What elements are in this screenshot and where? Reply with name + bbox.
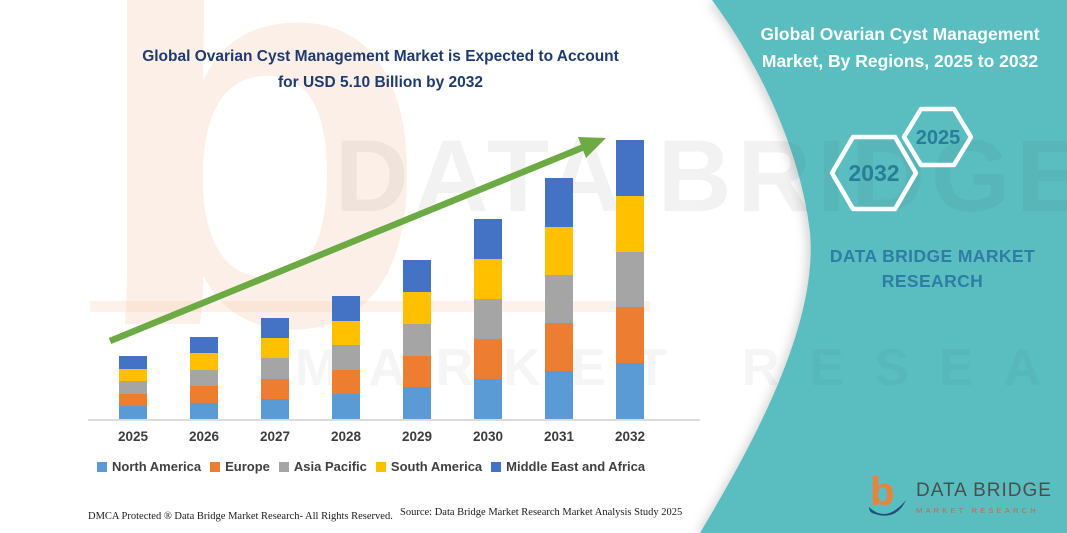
chart-title-line1: Global Ovarian Cyst Management Market is…: [142, 48, 619, 65]
x-tick-2026: 2026: [188, 429, 220, 444]
bar-segment-2031-north-america: [545, 370, 573, 419]
bar-segment-2026-europe: [190, 386, 218, 403]
bar-segment-2025-europe: [119, 393, 147, 407]
x-tick-2027: 2027: [259, 429, 291, 444]
source-note: Source: Data Bridge Market Research Mark…: [400, 507, 683, 518]
x-tick-2032: 2032: [614, 429, 646, 444]
panel-title-line2: Market, By Regions, 2025 to 2032: [761, 51, 1039, 71]
bar-segment-2028-europe: [332, 369, 360, 395]
legend-item-asia-pacific: Asia Pacific: [278, 459, 367, 474]
dmca-notice: DMCA Protected ® Data Bridge Market Rese…: [88, 511, 393, 522]
x-tick-2028: 2028: [330, 429, 362, 444]
bar-segment-2032-middle-east-and-africa: [616, 140, 644, 196]
legend-item-north-america: North America: [97, 459, 201, 474]
hexagon-2025-label: 2025: [916, 127, 961, 149]
bar-segment-2030-north-america: [474, 379, 502, 419]
data-bridge-logo: b DATA BRIDGE MARKET RESEARCH: [866, 467, 1056, 527]
bar-segment-2032-north-america: [616, 363, 644, 419]
panel-brand-text: DATA BRIDGE MARKET RESEARCH: [800, 244, 1065, 294]
bar-segment-2029-middle-east-and-africa: [403, 260, 431, 293]
bar-segment-2029-europe: [403, 355, 431, 388]
bar-segment-2030-middle-east-and-africa: [474, 219, 502, 260]
bar-segment-2032-south-america: [616, 195, 644, 252]
bar-segment-2029-north-america: [403, 387, 431, 419]
bar-segment-2027-north-america: [261, 398, 289, 419]
bar-2029: [403, 260, 431, 419]
bar-2032: [616, 140, 644, 419]
legend-label: South America: [390, 459, 483, 474]
legend-item-middle-east-and-africa: Middle East and Africa: [491, 459, 645, 474]
bar-segment-2032-asia-pacific: [616, 251, 644, 308]
forecast-hexagons: 2032 2025: [829, 106, 974, 212]
panel-title-line1: Global Ovarian Cyst Management: [760, 24, 1040, 44]
chart-title-line2: for USD 5.10 Billion by 2032: [277, 74, 483, 91]
legend-label: Europe: [225, 459, 270, 474]
bar-segment-2026-middle-east-and-africa: [190, 336, 218, 354]
chart-title: Global Ovarian Cyst Management Market is…: [108, 44, 653, 96]
bar-segment-2032-europe: [616, 307, 644, 364]
x-tick-2029: 2029: [401, 429, 433, 444]
bar-2026: [190, 336, 218, 419]
bar-2030: [474, 219, 502, 419]
legend-swatch: [278, 461, 289, 472]
bar-segment-2027-middle-east-and-africa: [261, 317, 289, 339]
hexagon-2032-label: 2032: [848, 160, 899, 186]
bar-segment-2026-asia-pacific: [190, 369, 218, 387]
bar-segment-2030-south-america: [474, 259, 502, 300]
legend-label: Asia Pacific: [293, 459, 367, 474]
bar-segment-2029-south-america: [403, 292, 431, 324]
bar-segment-2026-north-america: [190, 402, 218, 419]
bar-2025: [119, 356, 147, 419]
svg-text:b: b: [870, 472, 894, 514]
bar-segment-2028-asia-pacific: [332, 345, 360, 370]
bar-segment-2025-south-america: [119, 368, 147, 382]
bar-segment-2031-south-america: [545, 226, 573, 275]
legend-swatch: [210, 461, 221, 472]
legend-swatch: [375, 461, 386, 472]
data-bridge-logo-icon: b: [869, 472, 906, 516]
legend-item-europe: Europe: [210, 459, 270, 474]
panel-title: Global Ovarian Cyst Management Market, B…: [740, 21, 1060, 75]
bar-segment-2028-north-america: [332, 394, 360, 419]
chart-legend: North America Europe Asia Pacific South Ame…: [97, 459, 682, 474]
bar-segment-2031-middle-east-and-africa: [545, 178, 573, 227]
legend-swatch: [97, 461, 107, 472]
legend-label: Middle East and Africa: [506, 459, 646, 474]
bar-segment-2031-asia-pacific: [545, 274, 573, 323]
bar-segment-2027-asia-pacific: [261, 358, 289, 379]
logo-divider: [916, 502, 1052, 504]
bar-segment-2030-asia-pacific: [474, 299, 502, 340]
bar-2031: [545, 178, 573, 419]
logo-subtitle: MARKET RESEARCH: [916, 505, 1039, 515]
logo-name: DATA BRIDGE: [916, 479, 1052, 501]
panel-brand-line2: RESEARCH: [881, 271, 984, 291]
bar-segment-2030-europe: [474, 339, 502, 380]
bar-segment-2026-south-america: [190, 353, 218, 370]
legend-item-south-america: South America: [375, 459, 483, 474]
bar-segment-2027-europe: [261, 378, 289, 399]
bar-segment-2025-middle-east-and-africa: [119, 356, 147, 369]
legend-swatch: [491, 461, 502, 472]
legend-label: North America: [112, 459, 202, 474]
bar-2028: [332, 295, 360, 419]
bar-segment-2028-middle-east-and-africa: [332, 295, 360, 321]
panel-brand-line1: DATA BRIDGE MARKET: [829, 246, 1036, 266]
bar-segment-2027-south-america: [261, 338, 289, 359]
bar-segment-2031-europe: [545, 322, 573, 371]
bar-segment-2028-south-america: [332, 320, 360, 346]
bar-segment-2029-asia-pacific: [403, 323, 431, 356]
bar-2027: [261, 317, 289, 419]
x-axis-line: [88, 419, 700, 421]
x-tick-2030: 2030: [472, 429, 504, 444]
x-tick-2031: 2031: [543, 429, 575, 444]
bar-segment-2025-asia-pacific: [119, 381, 147, 394]
bar-segment-2025-north-america: [119, 406, 147, 419]
x-tick-2025: 2025: [117, 429, 149, 444]
